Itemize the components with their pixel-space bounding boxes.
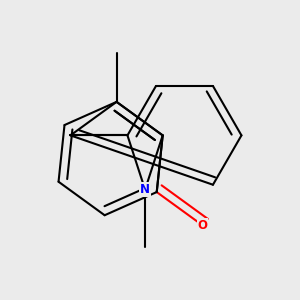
Text: O: O bbox=[198, 219, 208, 232]
Text: N: N bbox=[140, 183, 150, 196]
